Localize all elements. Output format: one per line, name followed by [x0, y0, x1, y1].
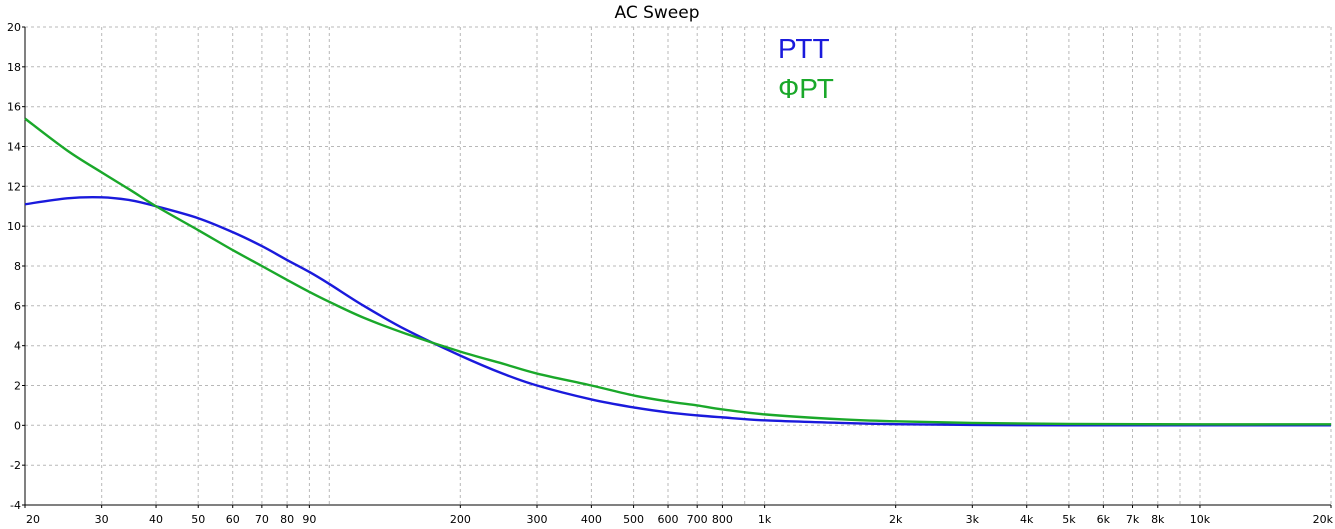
y-tick-label: 0 [14, 419, 21, 432]
y-tick-label: 16 [7, 101, 21, 114]
x-tick-label: 80 [280, 513, 294, 526]
x-tick-label: 400 [581, 513, 602, 526]
grid-lines [24, 26, 1332, 506]
x-tick-label: 600 [658, 513, 679, 526]
y-tick-label: 10 [7, 220, 21, 233]
y-tick-label: 12 [7, 180, 21, 193]
series-line-0 [24, 195, 1331, 427]
x-tick-label: 2k [889, 513, 903, 526]
x-tick-label: 200 [450, 513, 471, 526]
x-axis: 20 30 40 50 60 70 80 90 200 300 400 500 600 700 800 1k 2… [24, 505, 1334, 526]
x-tick-label: 1k [758, 513, 772, 526]
y-tick-label: 4 [14, 340, 21, 353]
x-tick-label: 500 [623, 513, 644, 526]
y-tick-label: 8 [14, 260, 21, 273]
x-tick-label: 7k [1126, 513, 1140, 526]
chart-title: AC Sweep [614, 3, 699, 23]
x-tick-label: 5k [1062, 513, 1076, 526]
y-tick-label: 18 [7, 61, 21, 74]
x-tick-label: 10k [1190, 513, 1211, 526]
y-tick-label: 20 [7, 21, 21, 34]
y-tick-label: 2 [14, 380, 21, 393]
legend-entry-frt: ФРТ [778, 73, 834, 104]
legend-entry-rtt: РТТ [778, 33, 830, 64]
x-tick-label: 70 [255, 513, 269, 526]
y-tick-label: -4 [10, 499, 21, 512]
y-tick-label: -2 [10, 459, 21, 472]
series-layer [24, 117, 1332, 427]
x-tick-label: 4k [1020, 513, 1034, 526]
x-tick-label: 6k [1097, 513, 1111, 526]
x-tick-label: 50 [191, 513, 205, 526]
x-tick-label: 700 [687, 513, 708, 526]
series-line-1 [24, 117, 1332, 426]
x-tick-label: 3k [966, 513, 980, 526]
x-tick-label: 300 [526, 513, 547, 526]
x-tick-label: 60 [226, 513, 240, 526]
y-tick-label: 6 [14, 300, 21, 313]
x-tick-label: 8k [1151, 513, 1165, 526]
y-tick-label: 14 [7, 141, 21, 154]
x-tick-label: 20 [26, 513, 40, 526]
x-tick-label: 90 [302, 513, 316, 526]
x-tick-label: 30 [95, 513, 109, 526]
x-tick-label: 800 [712, 513, 733, 526]
x-tick-label: 20k [1313, 513, 1334, 526]
x-tick-label: 40 [149, 513, 163, 526]
